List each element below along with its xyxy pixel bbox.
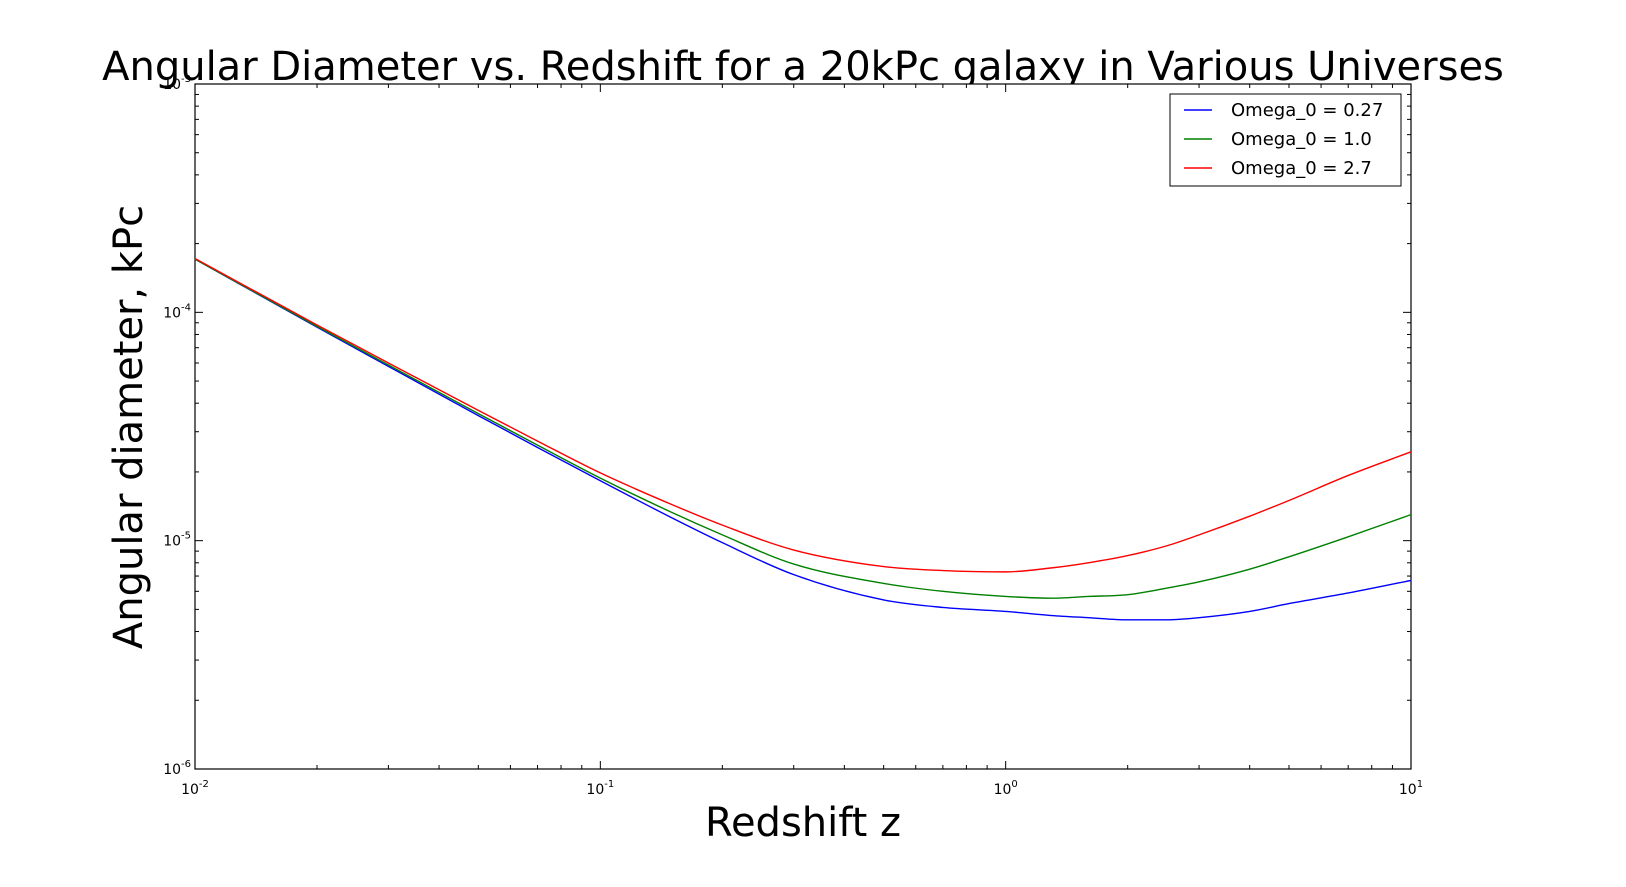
minor-ticks <box>195 84 1411 769</box>
x-tick-label: 10-1 <box>586 779 614 798</box>
x-axis-label: Redshift z <box>705 800 901 846</box>
legend-label: Omega_0 = 1.0 <box>1231 129 1372 150</box>
x-tick-label: 10-2 <box>181 779 209 798</box>
y-tick-label: 10-5 <box>163 531 191 550</box>
y-axis-label: Angular diameter, kPc <box>106 205 152 649</box>
x-tick-label: 100 <box>994 779 1018 798</box>
x-tick-label: 101 <box>1399 779 1423 798</box>
y-tick-label: 10-4 <box>163 302 191 321</box>
legend-label: Omega_0 = 0.27 <box>1231 100 1383 121</box>
series-lines <box>194 257 1412 621</box>
y-tick-labels: 10-6 10-5 10-4 10-3 <box>163 74 191 778</box>
series-line-1 <box>194 258 1412 599</box>
chart-title: Angular Diameter vs. Redshift for a 20kP… <box>102 44 1504 90</box>
legend-label: Omega_0 = 2.7 <box>1231 158 1372 179</box>
legend: Omega_0 = 0.27 Omega_0 = 1.0 Omega_0 = 2.7 <box>1169 93 1402 187</box>
series-line-2 <box>194 257 1412 573</box>
x-tick-labels: 10-2 10-1 100 101 <box>181 779 1423 798</box>
legend-entries: Omega_0 = 0.27 Omega_0 = 1.0 Omega_0 = 2.7 <box>1184 100 1383 179</box>
y-tick-label: 10-6 <box>163 759 191 778</box>
plot-frame <box>194 83 1412 770</box>
y-tick-label: 10-3 <box>163 74 191 93</box>
major-ticks <box>194 83 1412 770</box>
series-line-0 <box>194 258 1412 621</box>
